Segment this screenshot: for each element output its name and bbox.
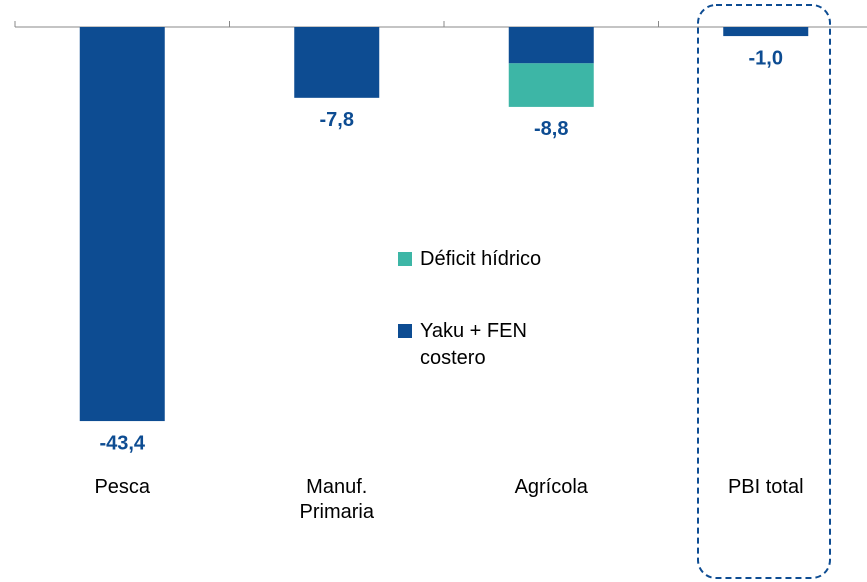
- value-label: -8,8: [534, 118, 568, 140]
- legend-swatch: [398, 324, 412, 338]
- legend-label: Yaku + FEN costero: [420, 320, 527, 369]
- bar-segment: [294, 27, 380, 98]
- x-tick-label: Manuf. Primaria: [299, 476, 374, 523]
- value-label: -1,0: [749, 47, 783, 69]
- x-tick-label: Agrícola: [514, 476, 588, 498]
- bar-segment: [79, 27, 165, 422]
- legend-item: Yaku + FEN costero: [398, 318, 530, 372]
- bar-segment: [723, 27, 809, 37]
- legend-item: Déficit hídrico: [398, 246, 610, 273]
- value-label: -7,8: [320, 109, 354, 131]
- legend-swatch: [398, 252, 412, 266]
- bar-segment: [508, 27, 594, 64]
- legend-label: Déficit hídrico: [420, 248, 542, 270]
- value-label: -43,4: [99, 432, 145, 454]
- bar-segment: [508, 63, 594, 107]
- x-tick-label: Pesca: [94, 476, 151, 498]
- highlight-box: [697, 4, 831, 579]
- x-tick-label: PBI total: [727, 476, 804, 498]
